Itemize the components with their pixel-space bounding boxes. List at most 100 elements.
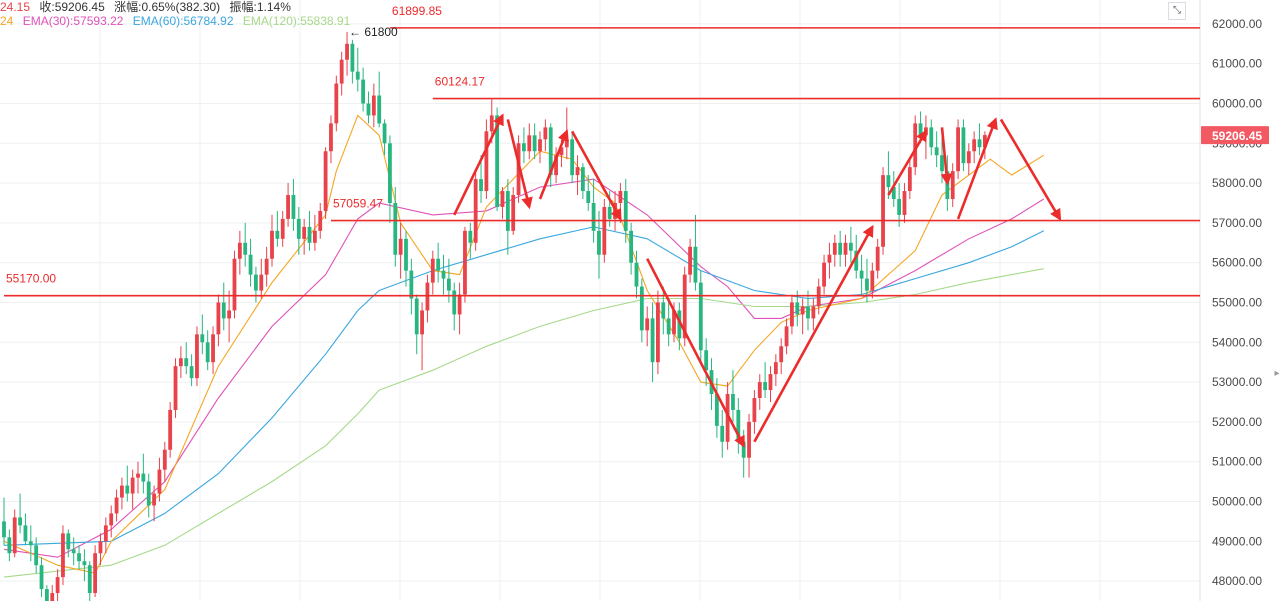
candle-body: [768, 374, 773, 391]
candle-body: [457, 294, 462, 315]
candle-body: [146, 481, 151, 506]
candle-body: [468, 230, 473, 243]
candle-body: [120, 485, 124, 498]
candle-body: [516, 143, 521, 196]
candle-body: [323, 151, 328, 211]
scroll-right-icon[interactable]: ▸: [1274, 368, 1280, 379]
y-tick-label: 52000.00: [1212, 415, 1262, 429]
candle-body: [264, 258, 269, 275]
candle-body: [377, 95, 382, 124]
candle-body: [420, 310, 424, 335]
candle-body: [725, 394, 730, 442]
candle-body: [634, 262, 639, 287]
candle-body: [704, 350, 709, 371]
candle-body: [221, 302, 226, 319]
current-price-tag: [1201, 126, 1269, 145]
candle-body: [682, 274, 687, 339]
candle-body: [232, 258, 237, 311]
candle-body: [495, 115, 500, 207]
candle-body: [345, 43, 349, 60]
candle-body: [677, 310, 682, 339]
candle-body: [339, 59, 344, 84]
candle-body: [489, 115, 494, 132]
candle-body: [672, 310, 676, 335]
candle-body: [136, 473, 140, 478]
candle-body: [913, 123, 918, 168]
y-tick-label: 49000.00: [1212, 534, 1262, 548]
candle-body: [463, 230, 467, 295]
trend-arrow: [571, 130, 622, 221]
candle-body: [956, 127, 960, 172]
candle-body: [656, 302, 660, 363]
legend-ema-short-tail: 24: [0, 14, 14, 28]
candle-body: [907, 167, 912, 192]
candle-body: [865, 278, 869, 291]
candle-body: [854, 250, 859, 271]
collapse-fullscreen-icon[interactable]: ⤡: [1168, 2, 1186, 20]
candle-body: [838, 242, 843, 255]
candle-body: [55, 577, 60, 594]
candle-body: [902, 191, 907, 215]
candle-body: [409, 270, 414, 299]
candle-body: [87, 565, 92, 594]
candle-body: [152, 493, 156, 506]
candle-body: [243, 242, 248, 255]
candle-body: [661, 302, 666, 319]
candle-body: [714, 394, 719, 426]
candle-body: [248, 254, 253, 275]
candle-body: [98, 541, 103, 554]
candle-body: [329, 123, 333, 152]
candle-body: [296, 218, 301, 239]
candle-body: [591, 202, 596, 231]
y-tick-label: 53000.00: [1212, 375, 1262, 389]
candle-body: [548, 127, 553, 176]
level-label: 60124.17: [435, 75, 485, 89]
candle-body: [479, 179, 483, 192]
candle-body: [93, 553, 98, 594]
current-price-label: 59206.45: [1212, 129, 1262, 143]
candle-body: [977, 139, 982, 148]
candle-body: [61, 533, 65, 578]
y-tick-label: 57000.00: [1212, 216, 1262, 230]
candle-body: [881, 175, 885, 247]
trend-arrow: [453, 113, 504, 216]
candle-body: [639, 286, 644, 331]
candle-body: [650, 318, 655, 363]
candle-body: [800, 306, 805, 315]
candle-body: [382, 123, 387, 144]
candle-body: [178, 358, 183, 367]
candle-body: [77, 553, 81, 562]
candle-body: [500, 191, 505, 207]
candle-body: [28, 541, 33, 546]
level-label: 61899.85: [392, 4, 442, 18]
candle-body: [580, 167, 585, 192]
candle-body: [527, 135, 532, 152]
legend-change: 涨幅:0.65%(382.30): [114, 0, 221, 14]
candle-body: [211, 334, 215, 363]
candle-body: [39, 565, 44, 590]
candle-body: [195, 334, 199, 379]
trend-arrow: [753, 224, 874, 443]
candle-body: [538, 139, 542, 152]
ema-line: [3, 226, 1045, 546]
y-tick-label: 55000.00: [1212, 295, 1262, 309]
candle-body: [618, 191, 623, 203]
candle-body: [254, 274, 258, 291]
legend-ema120: EMA(120):55838.91: [242, 14, 351, 28]
candle-body: [982, 135, 987, 148]
candle-body: [757, 382, 762, 399]
candle-body: [404, 238, 408, 271]
candle-body: [629, 230, 634, 263]
candle-body: [597, 230, 601, 255]
candle-body: [82, 561, 87, 566]
candle-body: [645, 318, 650, 331]
candle-body: [7, 537, 12, 554]
candle-body: [763, 382, 768, 391]
candle-body: [505, 191, 510, 231]
candle-body: [720, 425, 725, 442]
candle-body: [307, 226, 312, 243]
candle-body: [34, 545, 39, 566]
candle-body: [205, 342, 210, 363]
candle-body: [811, 306, 816, 319]
